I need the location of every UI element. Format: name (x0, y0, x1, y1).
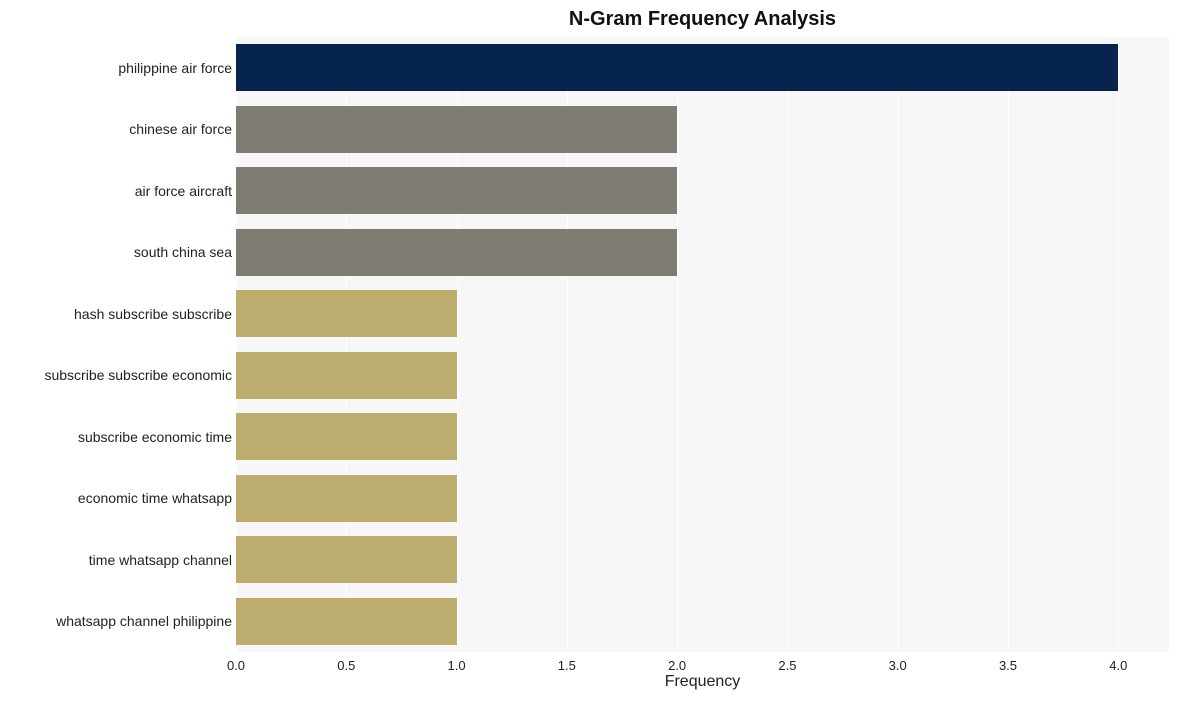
x-tick-label: 1.0 (448, 658, 466, 673)
bar (236, 475, 457, 522)
grid-line (1008, 37, 1009, 652)
x-tick-label: 2.0 (668, 658, 686, 673)
grid-line (898, 37, 899, 652)
grid-line (1118, 37, 1119, 652)
plot-area (236, 37, 1169, 652)
bar (236, 167, 677, 214)
y-tick-label: whatsapp channel philippine (56, 613, 232, 629)
ngram-frequency-chart: N-Gram Frequency Analysis Frequency phil… (0, 0, 1177, 701)
x-tick-label: 3.0 (889, 658, 907, 673)
bar (236, 413, 457, 460)
x-tick-label: 0.0 (227, 658, 245, 673)
y-tick-label: time whatsapp channel (89, 552, 232, 568)
y-tick-label: hash subscribe subscribe (74, 306, 232, 322)
y-tick-label: subscribe subscribe economic (44, 367, 232, 383)
x-tick-label: 0.5 (337, 658, 355, 673)
chart-title: N-Gram Frequency Analysis (236, 8, 1169, 31)
y-tick-label: chinese air force (129, 121, 232, 137)
x-tick-label: 2.5 (778, 658, 796, 673)
x-tick-label: 4.0 (1109, 658, 1127, 673)
bar (236, 536, 457, 583)
x-tick-label: 1.5 (558, 658, 576, 673)
y-tick-label: air force aircraft (135, 183, 232, 199)
grid-line (787, 37, 788, 652)
y-tick-label: south china sea (134, 244, 232, 260)
bar (236, 229, 677, 276)
x-axis-label: Frequency (236, 673, 1169, 691)
bar (236, 352, 457, 399)
bar (236, 106, 677, 153)
bar (236, 290, 457, 337)
bar (236, 598, 457, 645)
bar (236, 44, 1118, 91)
grid-line (677, 37, 678, 652)
x-tick-label: 3.5 (999, 658, 1017, 673)
y-tick-label: economic time whatsapp (78, 490, 232, 506)
y-tick-label: philippine air force (118, 60, 232, 76)
y-tick-label: subscribe economic time (78, 429, 232, 445)
